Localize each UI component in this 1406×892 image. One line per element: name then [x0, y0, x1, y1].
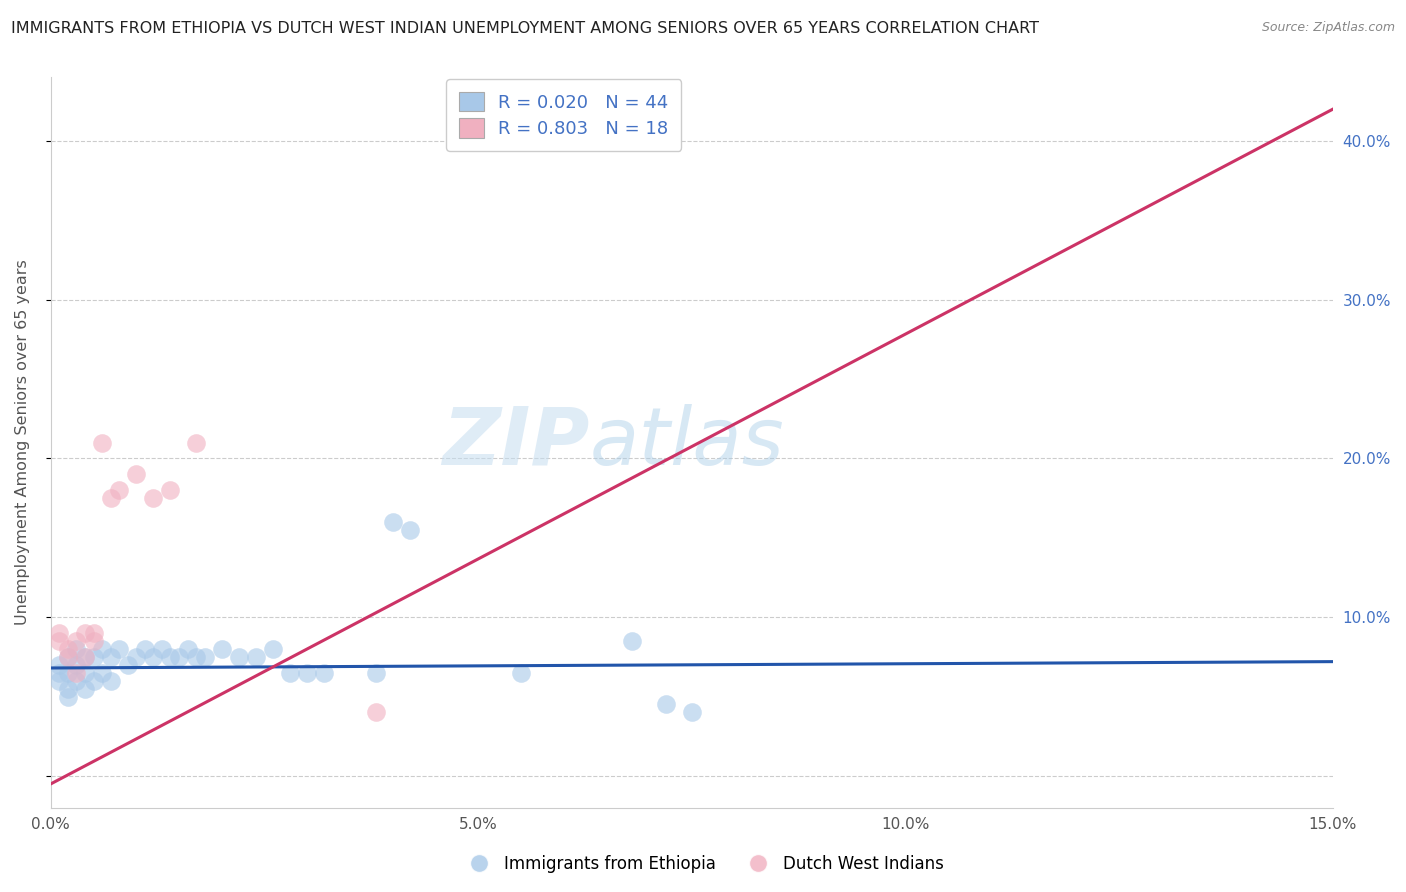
- Point: [73, 649, 96, 664]
- Point: [211, 642, 233, 657]
- Point: [56, 649, 79, 664]
- Point: [56, 642, 79, 657]
- Point: [184, 435, 207, 450]
- Point: [184, 649, 207, 664]
- Point: [364, 665, 387, 680]
- Text: Source: ZipAtlas.com: Source: ZipAtlas.com: [1261, 21, 1395, 34]
- Point: [125, 467, 148, 482]
- Point: [117, 657, 139, 672]
- Point: [125, 649, 148, 664]
- Point: [91, 665, 114, 680]
- Point: [262, 642, 284, 657]
- Point: [509, 665, 531, 680]
- Point: [73, 665, 96, 680]
- Point: [73, 626, 96, 640]
- Point: [108, 483, 131, 498]
- Y-axis label: Unemployment Among Seniors over 65 years: Unemployment Among Seniors over 65 years: [15, 260, 30, 625]
- Point: [159, 649, 181, 664]
- Point: [48, 673, 70, 688]
- Point: [83, 634, 105, 648]
- Point: [134, 642, 156, 657]
- Point: [56, 649, 79, 664]
- Point: [142, 649, 165, 664]
- Point: [48, 657, 70, 672]
- Point: [176, 642, 198, 657]
- Point: [56, 665, 79, 680]
- Point: [56, 690, 79, 704]
- Point: [91, 642, 114, 657]
- Point: [65, 634, 87, 648]
- Point: [381, 515, 404, 529]
- Point: [314, 665, 336, 680]
- Point: [73, 649, 96, 664]
- Point: [83, 649, 105, 664]
- Point: [48, 665, 70, 680]
- Point: [65, 642, 87, 657]
- Point: [142, 491, 165, 505]
- Text: IMMIGRANTS FROM ETHIOPIA VS DUTCH WEST INDIAN UNEMPLOYMENT AMONG SENIORS OVER 65: IMMIGRANTS FROM ETHIOPIA VS DUTCH WEST I…: [11, 21, 1039, 36]
- Point: [245, 649, 267, 664]
- Point: [681, 706, 703, 720]
- Point: [364, 706, 387, 720]
- Point: [194, 649, 217, 664]
- Point: [100, 491, 122, 505]
- Point: [56, 681, 79, 696]
- Point: [100, 673, 122, 688]
- Point: [73, 681, 96, 696]
- Point: [83, 626, 105, 640]
- Legend: R = 0.020   N = 44, R = 0.803   N = 18: R = 0.020 N = 44, R = 0.803 N = 18: [446, 79, 682, 151]
- Point: [278, 665, 301, 680]
- Point: [48, 634, 70, 648]
- Point: [297, 665, 319, 680]
- Point: [48, 626, 70, 640]
- Point: [91, 435, 114, 450]
- Point: [398, 523, 420, 537]
- Point: [228, 649, 250, 664]
- Point: [65, 673, 87, 688]
- Point: [65, 665, 87, 680]
- Point: [167, 649, 190, 664]
- Point: [108, 642, 131, 657]
- Point: [83, 673, 105, 688]
- Text: ZIP: ZIP: [441, 403, 589, 482]
- Point: [150, 642, 173, 657]
- Legend: Immigrants from Ethiopia, Dutch West Indians: Immigrants from Ethiopia, Dutch West Ind…: [456, 848, 950, 880]
- Point: [65, 657, 87, 672]
- Point: [159, 483, 181, 498]
- Text: atlas: atlas: [589, 403, 785, 482]
- Point: [620, 634, 643, 648]
- Point: [655, 698, 678, 712]
- Point: [100, 649, 122, 664]
